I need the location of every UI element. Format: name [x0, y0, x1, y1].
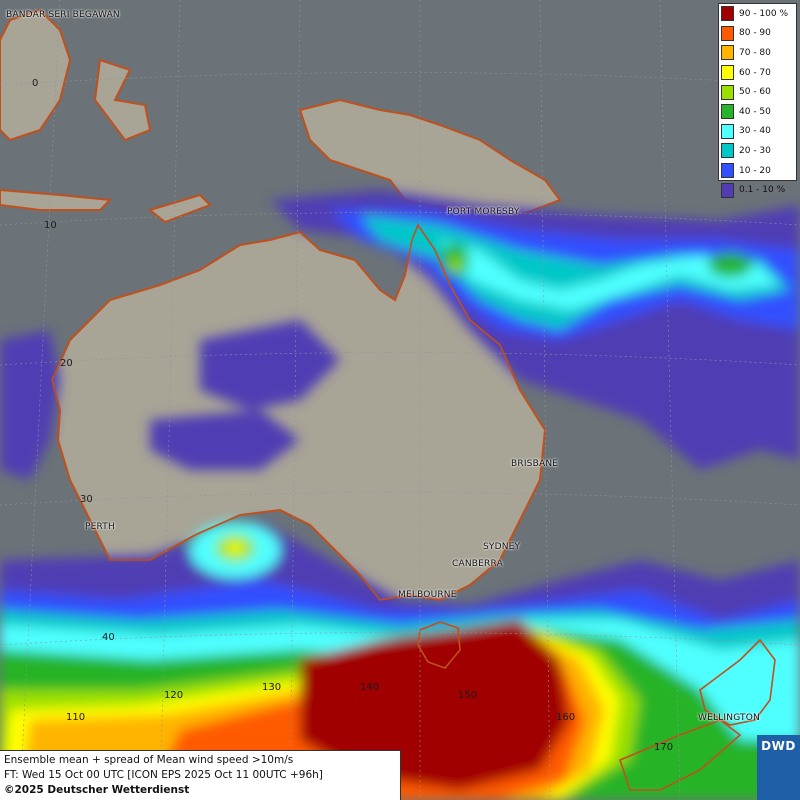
- field-north-60: [449, 258, 461, 272]
- legend-row: 10 - 20: [719, 161, 796, 181]
- legend-label: 0.1 - 10 %: [739, 185, 786, 196]
- legend-swatch: [721, 65, 734, 81]
- lon-label-170: 170: [654, 742, 674, 753]
- legend-swatch: [721, 84, 734, 100]
- field-bight-70: [227, 542, 243, 554]
- lon-label-140: 140: [360, 682, 380, 693]
- legend-swatch: [721, 25, 734, 41]
- sulawesi-land: [93, 58, 152, 142]
- field-interior2: [150, 410, 300, 470]
- lon-label-160: 160: [556, 712, 576, 723]
- lat-label-40: 40: [102, 632, 115, 643]
- legend-label: 20 - 30: [739, 145, 771, 156]
- legend-swatch: [721, 182, 734, 198]
- field-north-30: [360, 215, 790, 330]
- legend-swatch: [721, 6, 734, 22]
- city-wellington: WELLINGTON: [698, 713, 760, 723]
- product-description: Ensemble mean + spread of Mean wind spee…: [4, 754, 294, 766]
- lon-label-150: 150: [458, 690, 478, 701]
- legend-label: 90 - 100 %: [739, 8, 789, 19]
- legend-row: 60 - 70: [719, 63, 796, 83]
- city-canberra: CANBERRA: [452, 559, 503, 569]
- lon-label-130: 130: [262, 682, 282, 693]
- lon-label-110: 110: [66, 712, 86, 723]
- legend-row: 80 - 90: [719, 24, 796, 44]
- legend-row: 50 - 60: [719, 82, 796, 102]
- field-south-100: [300, 620, 570, 790]
- lat-label-30: 30: [80, 494, 93, 505]
- legend-label: 10 - 20: [739, 165, 771, 176]
- map-legend: 90 - 100 % 80 - 90 70 - 80 60 - 70 50 - …: [718, 3, 797, 198]
- legend-row: 40 - 50: [719, 102, 796, 122]
- coastline-layer: [51, 223, 776, 791]
- legend-row: 0.1 - 10 %: [719, 180, 796, 200]
- lon-label-120: 120: [164, 690, 184, 701]
- dwd-logo: DWD: [757, 735, 800, 800]
- legend-label: 60 - 70: [739, 67, 771, 78]
- new-guinea-land: [298, 98, 562, 217]
- city-port-moresby: PORT MORESBY: [447, 207, 520, 217]
- lat-label-20: 20: [60, 358, 73, 369]
- borneo-land: [0, 8, 72, 142]
- city-melbourne: MELBOURNE: [398, 590, 457, 600]
- legend-swatch: [721, 104, 734, 120]
- field-interior: [200, 320, 340, 410]
- legend-row: 20 - 30: [719, 141, 796, 161]
- legend-label: 70 - 80: [739, 47, 771, 58]
- forecast-time: FT: Wed 15 Oct 00 UTC [ICON EPS 2025 Oct…: [4, 769, 323, 781]
- legend-swatch: [721, 143, 734, 159]
- legend-row: 30 - 40: [719, 122, 796, 142]
- field-north-40: [440, 240, 780, 310]
- city-brisbane: BRISBANE: [511, 459, 559, 469]
- legend-label: 80 - 90: [739, 28, 771, 39]
- legend-row: 70 - 80: [719, 43, 796, 63]
- legend-swatch: [721, 123, 734, 139]
- java-land: [0, 188, 113, 211]
- lat-label-10: 10: [44, 220, 57, 231]
- city-bandar-seri-begawan: BANDAR SERI BEGAWAN: [6, 10, 120, 20]
- timor-land: [147, 193, 212, 224]
- legend-label: 50 - 60: [739, 87, 771, 98]
- info-box: Ensemble mean + spread of Mean wind spee…: [0, 750, 401, 800]
- legend-label: 30 - 40: [739, 126, 771, 137]
- legend-label: 40 - 50: [739, 106, 771, 117]
- lat-label-0: 0: [32, 78, 39, 89]
- dwd-logo-text: DWD: [761, 739, 796, 753]
- city-sydney: SYDNEY: [483, 542, 521, 552]
- legend-row: 90 - 100 %: [719, 4, 796, 24]
- city-perth: PERTH: [85, 522, 115, 532]
- copyright: ©2025 Deutscher Wetterdienst: [4, 784, 190, 796]
- legend-swatch: [721, 163, 734, 179]
- legend-swatch: [721, 45, 734, 61]
- field-west: [0, 330, 60, 480]
- field-vanuatu: [708, 253, 752, 277]
